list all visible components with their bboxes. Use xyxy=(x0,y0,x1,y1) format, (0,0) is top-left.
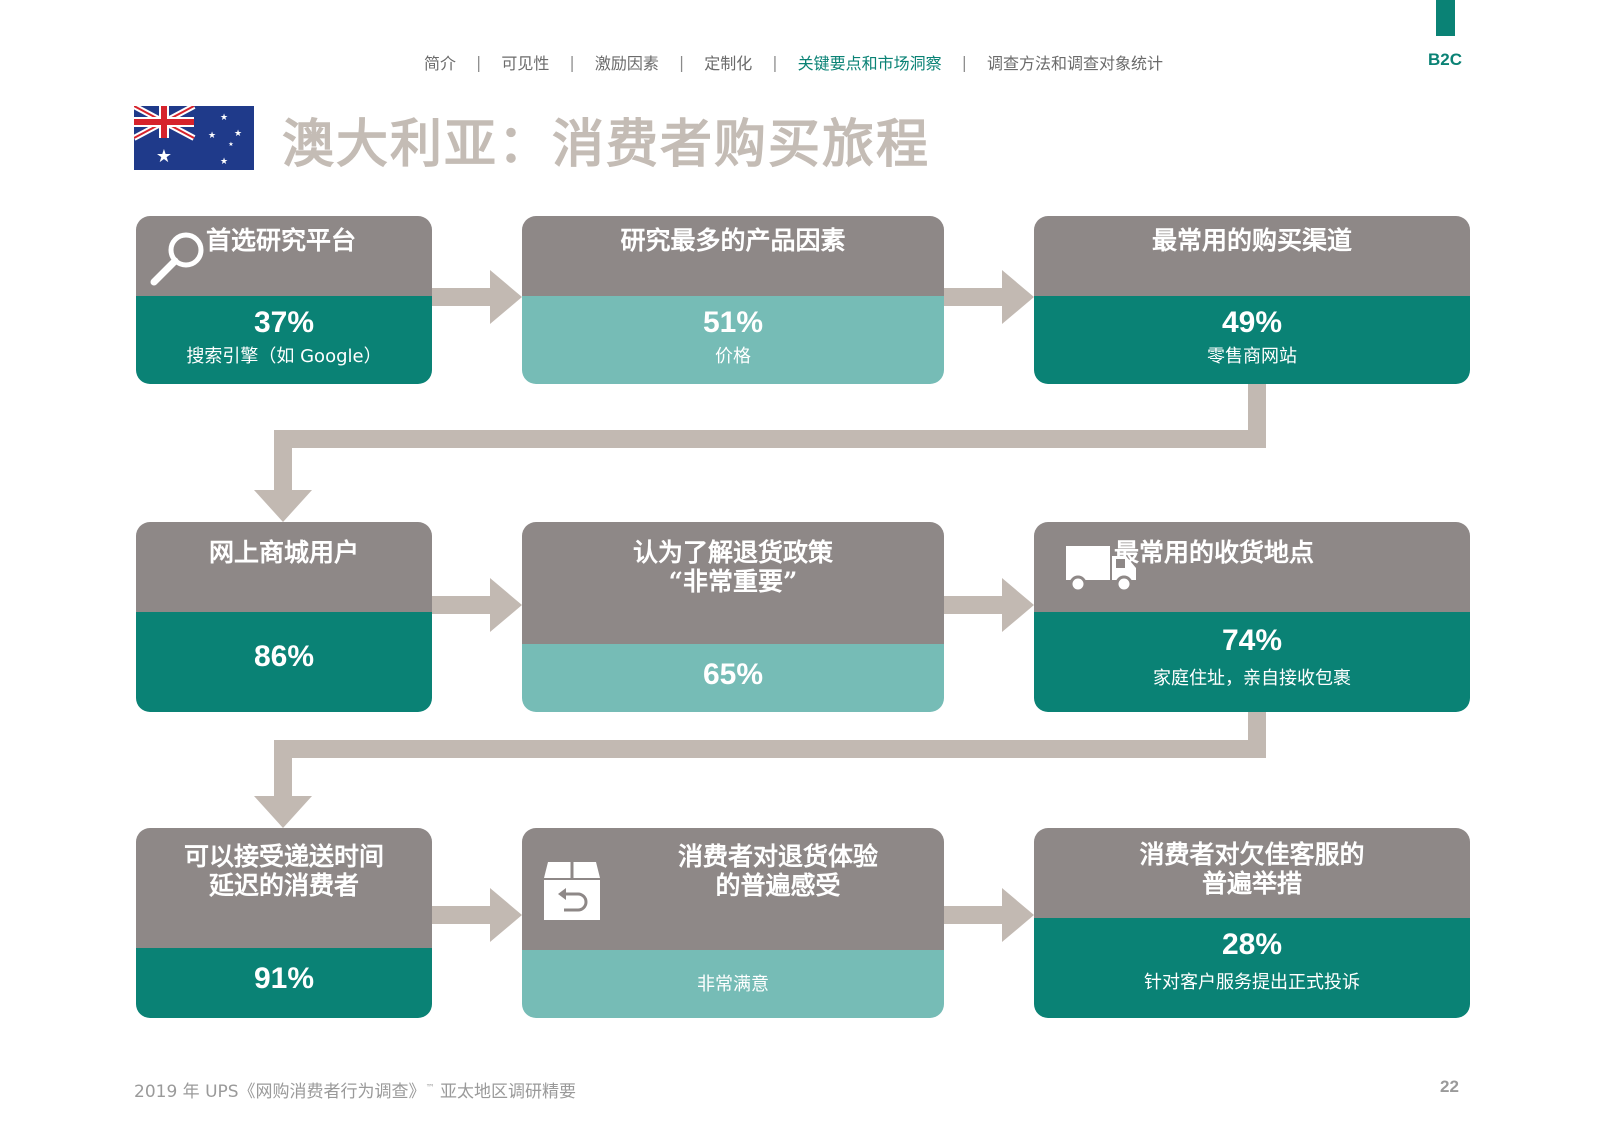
magnifier-icon xyxy=(150,232,204,286)
card-subtext: 家庭住址，亲自接收包裹 xyxy=(1153,668,1351,689)
card-value: 74% xyxy=(1221,624,1283,657)
page-number: 22 xyxy=(1440,1077,1459,1096)
svg-text:★: ★ xyxy=(220,157,228,167)
nav-item-visibility[interactable]: 可见性 xyxy=(501,54,550,73)
card-purchase-channel: 最常用的购买渠道 49% 零售商网站 xyxy=(1034,216,1470,384)
nav-separator: | xyxy=(772,52,778,72)
nav-item-intro[interactable]: 简介 xyxy=(424,54,457,73)
card-value: 86% xyxy=(253,640,315,673)
card-subtext: 零售商网站 xyxy=(1207,346,1297,367)
card-heading: 消费者对退货体验 的普遍感受 xyxy=(677,842,878,900)
footer-text: 2019 年 UPS《网购消费者行为调查》 xyxy=(134,1082,426,1102)
nav-item-methodology[interactable]: 调查方法和调查对象统计 xyxy=(987,54,1164,73)
card-subtext: 针对客户服务提出正式投诉 xyxy=(1144,972,1360,993)
svg-text:★: ★ xyxy=(208,131,216,141)
svg-text:★: ★ xyxy=(228,141,233,148)
card-heading: 网上商城用户 xyxy=(208,538,359,567)
card-heading: 消费者对欠佳客服的 普遍举措 xyxy=(1139,840,1365,898)
b2c-badge: B2C xyxy=(1428,50,1463,69)
footer-source: 2019 年 UPS《网购消费者行为调查》™ 亚太地区调研精要 xyxy=(134,1077,576,1102)
nav-item-customization[interactable]: 定制化 xyxy=(704,54,753,73)
card-poor-service-action: 消费者对欠佳客服的 普遍举措 28% 针对客户服务提出正式投诉 xyxy=(1034,828,1470,1018)
card-heading: 可以接受递送时间 延迟的消费者 xyxy=(183,842,384,900)
card-heading: 最常用的收货地点 xyxy=(1114,538,1315,567)
svg-text:★: ★ xyxy=(234,129,242,139)
trademark-mark: ™ xyxy=(425,1083,435,1094)
return-box-icon xyxy=(544,862,600,920)
nav-separator: | xyxy=(476,52,482,72)
card-value: 49% xyxy=(1221,306,1283,339)
card-value: 28% xyxy=(1221,928,1283,961)
top-accent-bar xyxy=(1436,0,1455,36)
card-heading: 认为了解退货政策 “非常重要” xyxy=(632,538,833,596)
card-value: 37% xyxy=(253,306,315,339)
card-subtext: 价格 xyxy=(715,346,751,367)
card-value: 65% xyxy=(702,658,764,691)
nav-item-motivation[interactable]: 激励因素 xyxy=(594,54,659,73)
svg-text:★: ★ xyxy=(220,113,228,123)
nav-item-key-insights[interactable]: 关键要点和市场洞察 xyxy=(797,54,942,73)
card-subtext: 搜索引擎（如 Google） xyxy=(186,346,382,367)
card-value: 51% xyxy=(702,306,764,339)
card-heading: 最常用的购买渠道 xyxy=(1151,226,1352,255)
australia-flag-icon: ★ ★ ★ ★ ★ ★ xyxy=(134,106,254,170)
card-research-platform: 首选研究平台 37% 搜索引擎（如 Google） xyxy=(136,216,432,384)
card-marketplace-users: 网上商城用户 86% xyxy=(136,522,432,712)
footer-text-end: 亚太地区调研精要 xyxy=(434,1082,576,1102)
card-product-factor: 研究最多的产品因素 51% 价格 xyxy=(522,216,944,384)
card-heading: 研究最多的产品因素 xyxy=(620,226,846,255)
nav-separator: | xyxy=(678,52,685,72)
top-navigation: 简介 | 可见性 | 激励因素 | 定制化 | 关键要点和市场洞察 | 调查方法… xyxy=(420,50,1167,74)
truck-icon xyxy=(1066,546,1136,593)
card-return-policy: 认为了解退货政策 “非常重要” 65% xyxy=(522,522,944,712)
card-subtext: 非常满意 xyxy=(697,974,769,995)
card-heading: 首选研究平台 xyxy=(206,226,357,255)
card-value: 91% xyxy=(253,962,315,995)
card-return-experience: 消费者对退货体验 的普遍感受 非常满意 xyxy=(522,828,944,1018)
card-delivery-delay: 可以接受递送时间 延迟的消费者 91% xyxy=(136,828,432,1018)
page-title: 澳大利亚：消费者购买旅程 xyxy=(282,115,931,175)
svg-text:★: ★ xyxy=(156,146,172,167)
card-delivery-location: 最常用的收货地点 74% 家庭住址，亲自接收包裹 xyxy=(1034,522,1470,712)
nav-separator: | xyxy=(961,52,968,72)
nav-separator: | xyxy=(569,52,575,72)
